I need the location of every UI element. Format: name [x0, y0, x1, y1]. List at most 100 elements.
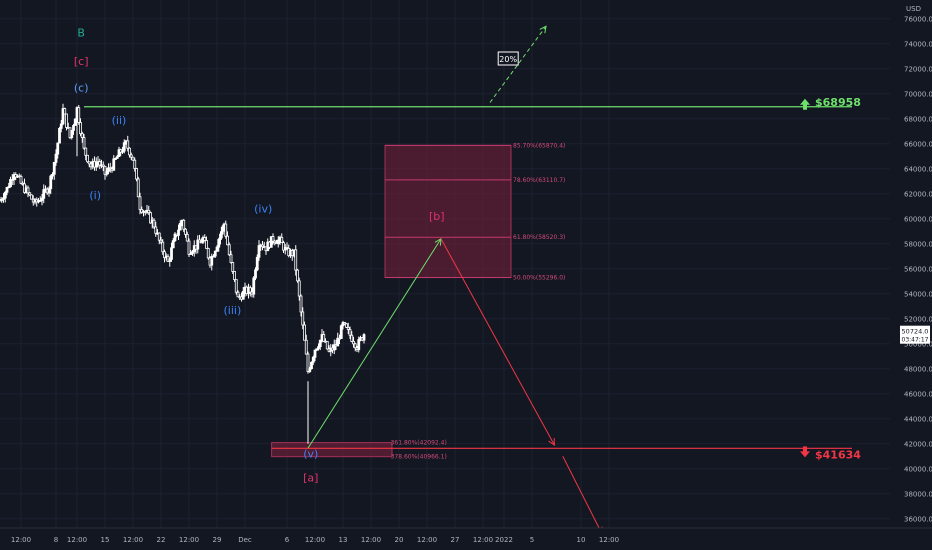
price-axis[interactable]: [892, 0, 932, 550]
x-tick-label: 20: [395, 536, 404, 544]
y-tick-label: 36000.0: [904, 515, 932, 523]
candle: [163, 251, 166, 259]
candle: [129, 154, 133, 158]
candle: [128, 147, 131, 156]
candle: [241, 290, 245, 300]
candle: [280, 236, 284, 244]
zones: 85.70%(65870.4) 78.60%(63110.7) 61.80%(585…: [271, 142, 565, 461]
arrowhead-icon: [548, 437, 555, 446]
x-tick-label: 6: [285, 536, 290, 544]
y-tick-label: 54000.0: [904, 290, 932, 298]
candle: [107, 167, 110, 172]
candle: [357, 339, 361, 350]
x-tick-label: 12:00: [179, 536, 199, 544]
candle: [276, 239, 280, 244]
resistance-price-label: $68958: [815, 96, 861, 109]
candle: [2, 197, 5, 200]
candle: [248, 287, 252, 293]
candle: [52, 161, 56, 175]
x-tick-label: 13: [339, 536, 348, 544]
wave-label: (c): [74, 81, 89, 94]
candle: [51, 173, 54, 177]
candle: [189, 253, 193, 255]
projection-line[interactable]: [489, 25, 547, 103]
candle: [198, 239, 201, 243]
candle: [294, 249, 298, 271]
candle: [58, 128, 61, 144]
candle: [343, 322, 347, 325]
x-tick-label: 12:00: [599, 536, 619, 544]
candle: [59, 123, 63, 129]
candle: [213, 250, 217, 257]
candle: [10, 179, 14, 181]
projections: [307, 25, 603, 535]
y-tick-label: 76000.0: [904, 15, 932, 23]
support-zone[interactable]: [271, 442, 393, 458]
support-fib-label: 378.60%(40966.1): [391, 454, 447, 461]
x-tick-label: 12:00: [11, 536, 31, 544]
projection-line[interactable]: [307, 238, 442, 449]
candle: [269, 236, 273, 248]
candle: [56, 142, 60, 155]
candle: [271, 236, 275, 242]
wave-label: [c]: [74, 55, 89, 68]
candle: [297, 280, 301, 297]
wave-label: (v): [303, 448, 318, 461]
y-tick-label: 60000.0: [904, 215, 932, 223]
fib-level-label: 50.00%(55296.0): [513, 275, 565, 282]
candle: [362, 334, 366, 341]
candle: [350, 334, 354, 342]
percent-badge[interactable]: [497, 51, 519, 66]
x-tick-label: 10: [577, 536, 586, 544]
candle: [112, 158, 116, 171]
candle: [103, 165, 107, 175]
candle: [215, 246, 219, 252]
candle: [234, 279, 238, 293]
x-tick-label: 8: [54, 536, 58, 544]
candle: [126, 140, 130, 149]
candle: [231, 262, 235, 272]
x-tick-label: 12:00: [123, 536, 143, 544]
wave-label: (iv): [254, 203, 272, 216]
candle: [212, 255, 215, 258]
candle: [117, 149, 121, 158]
candle: [273, 240, 277, 244]
candle: [3, 191, 7, 199]
candle: [206, 248, 210, 259]
candle: [310, 361, 313, 370]
candle: [136, 178, 140, 198]
y-tick-label: 48000.0: [904, 365, 932, 373]
candle: [299, 295, 303, 313]
candle: [73, 118, 77, 126]
candle: [133, 159, 137, 169]
candle: [98, 161, 102, 166]
y-tick-label: 64000.0: [904, 165, 932, 173]
candle: [196, 239, 200, 250]
candle: [147, 209, 151, 214]
candle: [345, 323, 348, 328]
candle: [5, 186, 9, 193]
candle: [157, 232, 161, 241]
candle: [303, 324, 306, 341]
candle: [177, 229, 180, 236]
x-tick-label: Dec: [238, 536, 252, 544]
levels: $68958 $41634: [84, 96, 861, 461]
candle: [30, 194, 33, 200]
y-tick-label: 46000.0: [904, 390, 932, 398]
x-tick-label: 22: [157, 536, 166, 544]
candle: [115, 156, 119, 159]
percent-badge-label: 20%: [499, 55, 517, 64]
wave-label: [b]: [429, 210, 445, 223]
support-fib-label: 361.80%(42092.4): [391, 440, 447, 447]
x-tick-label: 5: [530, 536, 534, 544]
time-axis[interactable]: [0, 528, 932, 550]
x-tick-label: 12:00: [67, 536, 87, 544]
candle: [87, 161, 91, 165]
candle: [26, 187, 30, 194]
projection-line[interactable]: [440, 238, 555, 446]
fib-level-label: 78.60%(63110.7): [513, 177, 565, 184]
candle: [301, 311, 305, 326]
projection-line[interactable]: [562, 456, 603, 534]
target-zone[interactable]: [384, 144, 512, 279]
